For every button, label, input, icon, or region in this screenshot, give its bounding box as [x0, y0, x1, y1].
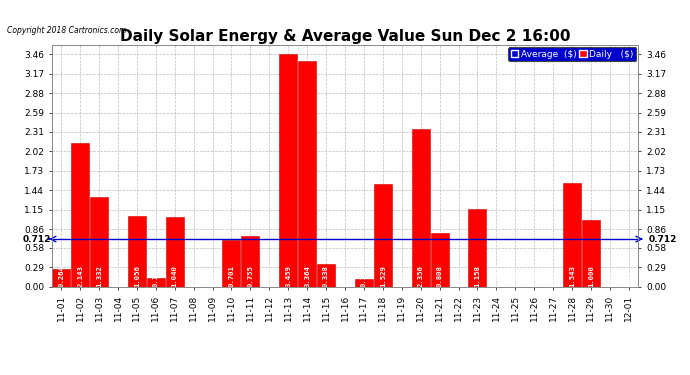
- Text: 3.459: 3.459: [285, 265, 291, 286]
- Text: 0.338: 0.338: [323, 265, 329, 286]
- Bar: [582, 220, 600, 287]
- Text: 3.364: 3.364: [304, 265, 310, 286]
- Text: 2.356: 2.356: [417, 265, 424, 286]
- Text: 0.264: 0.264: [58, 265, 64, 286]
- Bar: [128, 216, 146, 287]
- Text: 1.332: 1.332: [96, 265, 102, 286]
- Text: 1.529: 1.529: [380, 265, 386, 286]
- Text: 1.040: 1.040: [172, 265, 178, 286]
- Text: 0.000: 0.000: [512, 265, 518, 286]
- Text: 2.143: 2.143: [77, 265, 83, 286]
- Bar: [431, 232, 448, 287]
- Text: 1.158: 1.158: [475, 265, 480, 286]
- Text: 0.000: 0.000: [266, 265, 273, 286]
- Bar: [355, 279, 373, 287]
- Bar: [298, 61, 316, 287]
- Text: Copyright 2018 Cartronics.com: Copyright 2018 Cartronics.com: [7, 26, 126, 35]
- Bar: [52, 269, 70, 287]
- Bar: [374, 184, 392, 287]
- Bar: [222, 240, 241, 287]
- Bar: [90, 197, 108, 287]
- Text: 0.000: 0.000: [342, 265, 348, 286]
- Bar: [241, 236, 259, 287]
- Text: 0.000: 0.000: [607, 265, 613, 286]
- Text: 0.000: 0.000: [115, 265, 121, 286]
- Bar: [279, 54, 297, 287]
- Bar: [166, 217, 184, 287]
- Bar: [71, 143, 89, 287]
- Text: 0.755: 0.755: [248, 265, 253, 286]
- Text: 0.000: 0.000: [210, 265, 215, 286]
- Title: Daily Solar Energy & Average Value Sun Dec 2 16:00: Daily Solar Energy & Average Value Sun D…: [120, 29, 570, 44]
- Text: 0.000: 0.000: [190, 265, 197, 286]
- Bar: [147, 278, 165, 287]
- Text: 0.712: 0.712: [649, 234, 677, 243]
- Text: 0.000: 0.000: [399, 265, 405, 286]
- Bar: [412, 129, 430, 287]
- Text: 0.701: 0.701: [228, 265, 235, 286]
- Text: 1.056: 1.056: [134, 265, 140, 286]
- Bar: [317, 264, 335, 287]
- Bar: [469, 209, 486, 287]
- Text: 1.000: 1.000: [588, 265, 594, 286]
- Text: 0.000: 0.000: [626, 265, 632, 286]
- Text: 0.712: 0.712: [23, 234, 51, 243]
- Text: 0.808: 0.808: [437, 265, 442, 286]
- Text: 0.116: 0.116: [361, 265, 367, 286]
- Text: 0.135: 0.135: [152, 265, 159, 286]
- Text: 0.000: 0.000: [550, 265, 556, 286]
- Text: 0.000: 0.000: [455, 265, 462, 286]
- Legend: Average  ($), Daily   ($): Average ($), Daily ($): [509, 47, 636, 61]
- Text: 1.543: 1.543: [569, 265, 575, 286]
- Bar: [563, 183, 581, 287]
- Text: 0.000: 0.000: [493, 265, 500, 286]
- Text: 0.000: 0.000: [531, 265, 538, 286]
